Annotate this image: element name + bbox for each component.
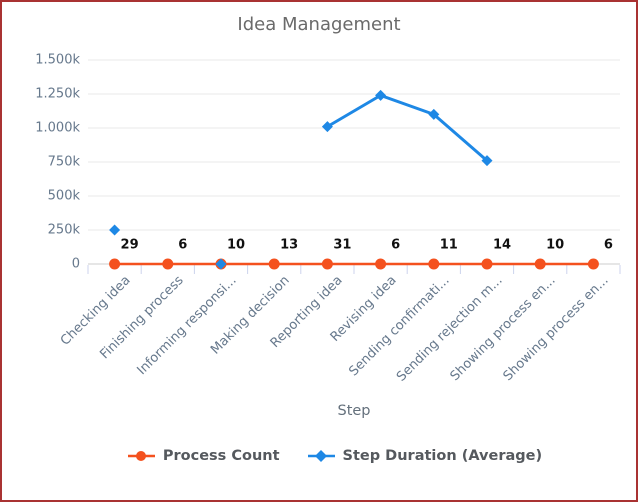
process-count-marker-icon	[128, 450, 155, 462]
data-label: 6	[391, 238, 400, 253]
marker-0-8[interactable]	[535, 258, 546, 269]
y-axis-label: 1.500k	[2, 53, 80, 68]
legend: Process Count Step Duration (Average)	[2, 448, 636, 464]
marker-0-4[interactable]	[322, 258, 333, 269]
marker-0-6[interactable]	[428, 258, 439, 269]
y-axis-label: 1.000k	[2, 121, 80, 136]
data-label: 14	[493, 238, 511, 253]
marker-0-7[interactable]	[482, 258, 493, 269]
data-label: 10	[227, 238, 245, 253]
step-duration-marker-icon	[308, 450, 335, 462]
data-label: 6	[178, 238, 187, 253]
marker-0-5[interactable]	[375, 258, 386, 269]
legend-label-process-count: Process Count	[163, 448, 280, 464]
marker-0-3[interactable]	[269, 258, 280, 269]
marker-0-9[interactable]	[588, 258, 599, 269]
y-axis-label: 1.250k	[2, 87, 80, 102]
data-label: 10	[546, 238, 564, 253]
x-axis-title: Step	[88, 403, 620, 419]
marker-0-0[interactable]	[109, 258, 120, 269]
data-label: 29	[121, 238, 139, 253]
data-label: 31	[333, 238, 351, 253]
data-label: 11	[440, 238, 458, 253]
marker-0-1[interactable]	[162, 258, 173, 269]
y-axis-label: 500k	[2, 189, 80, 204]
data-label: 6	[604, 238, 613, 253]
y-axis-label: 750k	[2, 155, 80, 170]
legend-label-step-duration: Step Duration (Average)	[343, 448, 543, 464]
legend-item-process-count[interactable]: Process Count	[128, 448, 280, 464]
data-label: 13	[280, 238, 298, 253]
marker-1-0[interactable]	[109, 225, 120, 236]
y-axis-label: 250k	[2, 223, 80, 238]
legend-item-step-duration[interactable]: Step Duration (Average)	[308, 448, 543, 464]
y-axis-label: 0	[2, 257, 80, 272]
